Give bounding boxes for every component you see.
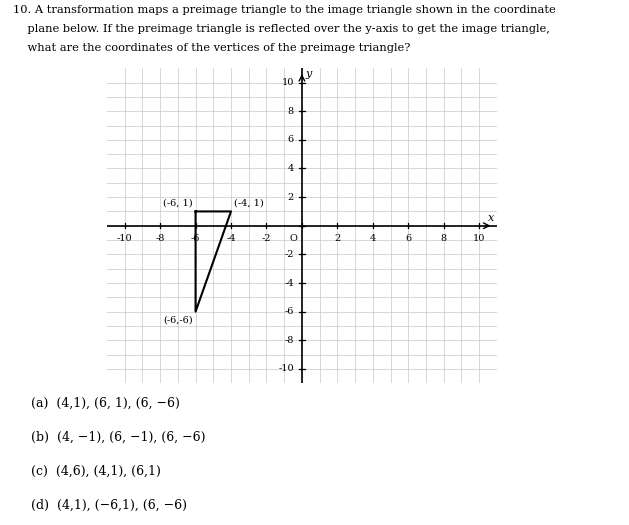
Text: -8: -8: [284, 336, 294, 345]
Text: 6: 6: [405, 234, 411, 244]
Text: (c)  (4,6), (4,1), (6,1): (c) (4,6), (4,1), (6,1): [31, 465, 161, 478]
Text: 10: 10: [282, 78, 294, 87]
Text: 2: 2: [287, 193, 294, 202]
Text: -10: -10: [278, 364, 294, 373]
Text: -4: -4: [226, 234, 236, 244]
Text: 6: 6: [288, 135, 294, 144]
Text: -2: -2: [284, 250, 294, 259]
Text: (a)  (4,1), (6, 1), (6, −6): (a) (4,1), (6, 1), (6, −6): [31, 396, 181, 410]
Text: plane below. If the preimage triangle is reflected over the y-axis to get the im: plane below. If the preimage triangle is…: [13, 24, 550, 34]
Text: what are the coordinates of the vertices of the preimage triangle?: what are the coordinates of the vertices…: [13, 43, 410, 53]
Text: 10. A transformation maps a preimage triangle to the image triangle shown in the: 10. A transformation maps a preimage tri…: [13, 5, 555, 15]
Text: (-6,-6): (-6,-6): [164, 316, 193, 325]
Text: -2: -2: [262, 234, 271, 244]
Text: (-6, 1): (-6, 1): [164, 198, 193, 207]
Text: O: O: [289, 234, 298, 243]
Text: -6: -6: [284, 307, 294, 316]
Text: -6: -6: [191, 234, 200, 244]
Text: -4: -4: [284, 279, 294, 288]
Text: 2: 2: [334, 234, 340, 244]
Text: 10: 10: [473, 234, 486, 244]
Text: -8: -8: [155, 234, 165, 244]
Text: 8: 8: [288, 107, 294, 116]
Text: (-4, 1): (-4, 1): [234, 198, 264, 207]
Text: x: x: [489, 213, 495, 223]
Text: y: y: [305, 69, 311, 79]
Text: 4: 4: [370, 234, 376, 244]
Text: -10: -10: [117, 234, 133, 244]
Text: 8: 8: [441, 234, 447, 244]
Text: (b)  (4, −1), (6, −1), (6, −6): (b) (4, −1), (6, −1), (6, −6): [31, 430, 206, 444]
Text: 4: 4: [287, 164, 294, 173]
Text: (d)  (4,1), (−6,1), (6, −6): (d) (4,1), (−6,1), (6, −6): [31, 499, 187, 512]
